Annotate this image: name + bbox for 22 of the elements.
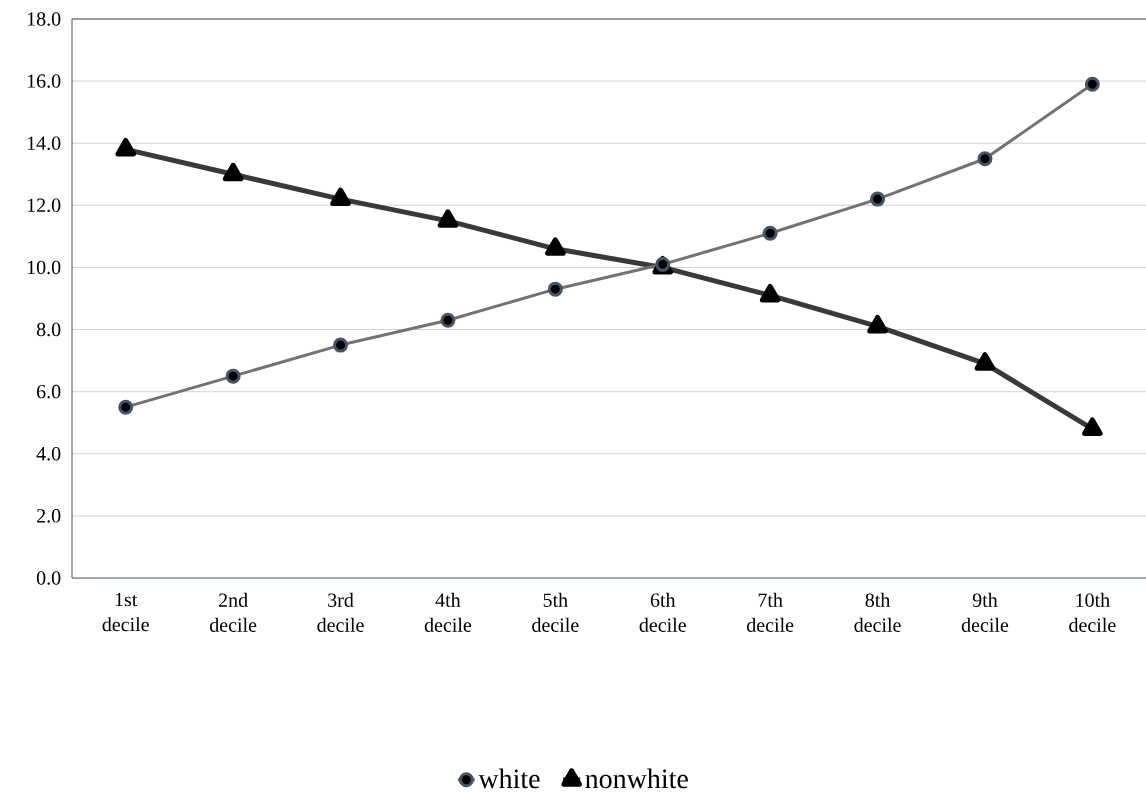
y-tick-label: 8.0 <box>36 322 61 337</box>
y-tick-label: 14.0 <box>27 136 61 150</box>
y-tick-label: 18.0 <box>27 12 61 26</box>
x-tick-label: 4th decile <box>424 592 472 632</box>
x-tick-label: 1st decile <box>102 592 149 632</box>
legend-label: nonwhite <box>585 768 688 789</box>
y-tick-label: 0.0 <box>36 571 61 585</box>
x-tick-label: 8th decile <box>854 592 901 632</box>
y-tick-label: 4.0 <box>36 446 61 461</box>
x-tick-label: 6th decile <box>639 592 686 632</box>
y-tick-label: 2.0 <box>37 509 61 523</box>
y-tick-label: 6.0 <box>37 384 61 399</box>
y-tick-label: 16.0 <box>27 74 61 88</box>
x-tick-label: 3rd decile <box>317 592 364 632</box>
y-tick-label: 10.0 <box>27 260 61 275</box>
legend-label: white <box>478 768 540 789</box>
x-tick-label: 2nd decile <box>209 592 257 632</box>
x-tick-label: 7th decile <box>747 592 794 632</box>
y-tick-label: 12.0 <box>27 198 61 213</box>
x-tick-label: 5th decile <box>532 592 579 632</box>
x-tick-label: 9th decile <box>961 592 1009 632</box>
x-tick-label: 10th decile <box>1069 592 1116 632</box>
